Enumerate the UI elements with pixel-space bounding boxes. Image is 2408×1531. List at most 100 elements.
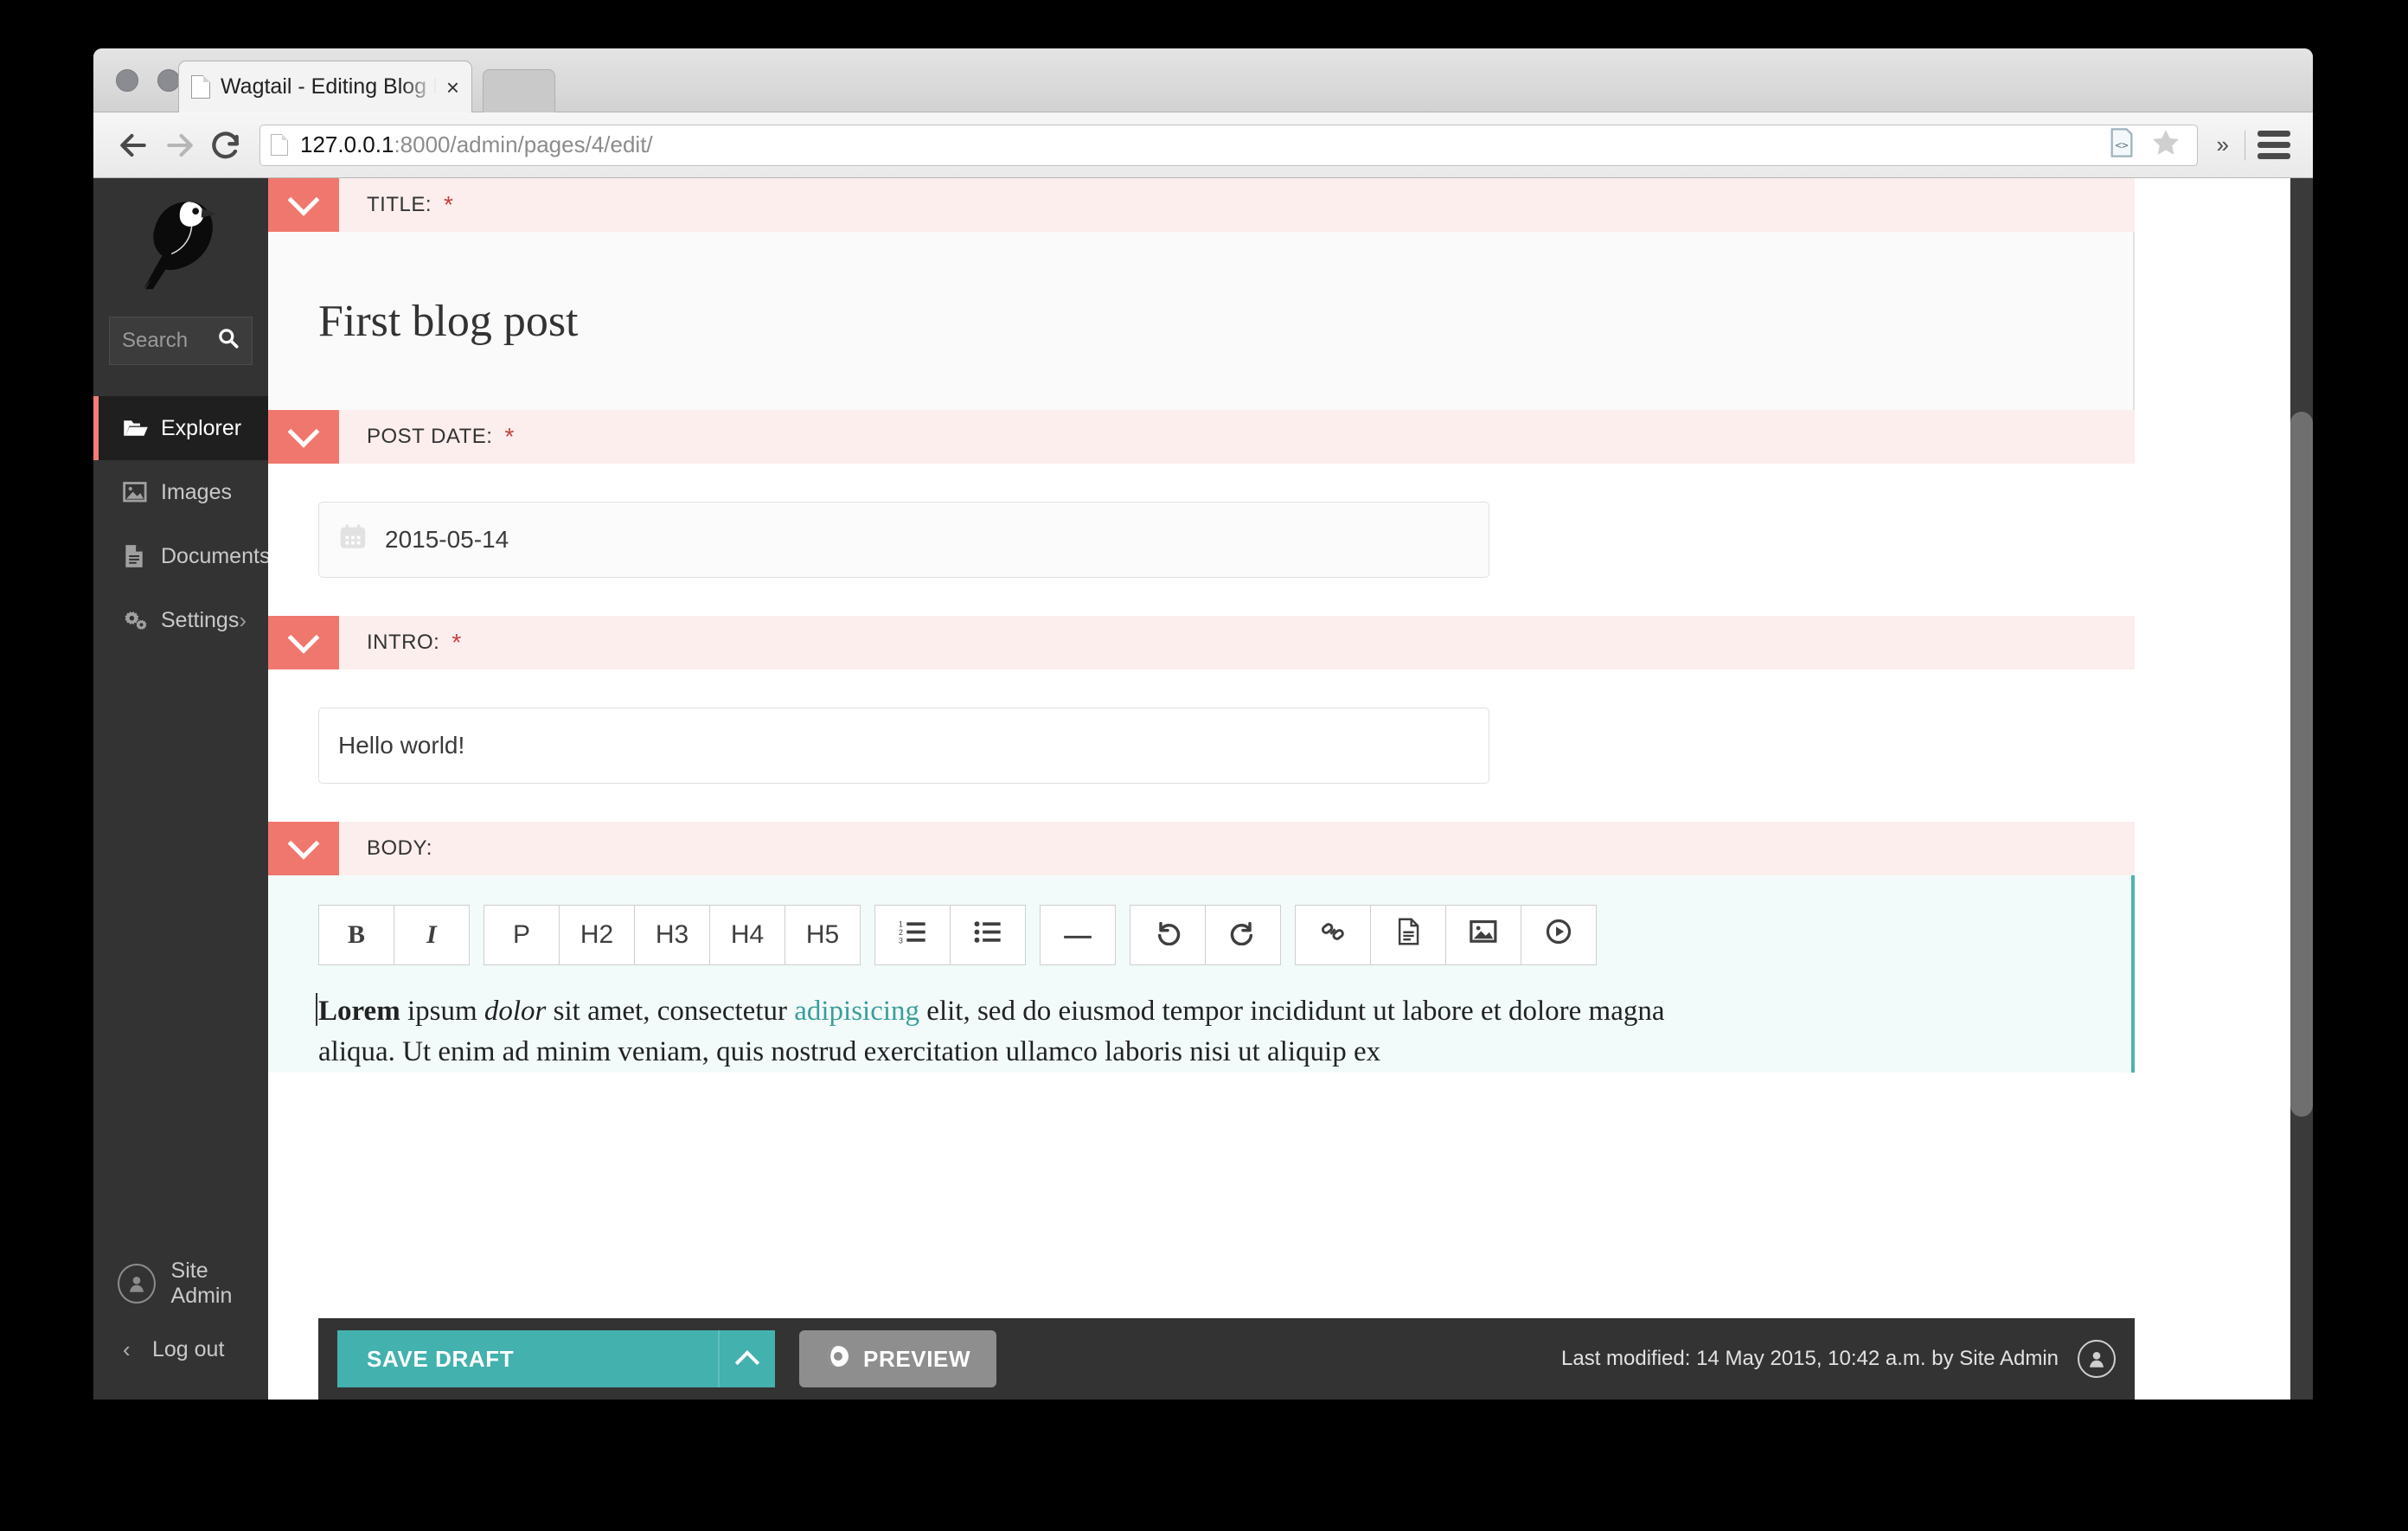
search-input[interactable] — [122, 329, 212, 353]
collapse-toggle-body[interactable] — [268, 822, 339, 875]
body-rich-text-content[interactable]: Lorem ipsum dolor sit amet, consectetur … — [316, 991, 1668, 1073]
collapse-toggle-intro[interactable] — [268, 616, 339, 669]
wagtail-bird-logo[interactable] — [93, 178, 268, 317]
eye-icon — [825, 1343, 851, 1375]
sidebar-item-explorer[interactable]: Explorer — [93, 396, 268, 460]
preview-button[interactable]: PREVIEW — [799, 1330, 997, 1387]
rich-text-editor: B I P H2 H3 H4 H5 1 — [268, 875, 2313, 1073]
avatar — [118, 1264, 156, 1304]
svg-text:1: 1 — [899, 920, 903, 929]
heading-2-button[interactable]: H2 — [559, 905, 635, 965]
document-icon — [1396, 918, 1420, 952]
insert-image-button[interactable] — [1445, 905, 1521, 965]
editor-focus-accent — [2131, 875, 2135, 1073]
bold-button[interactable]: B — [318, 905, 394, 965]
embed-media-icon — [1545, 918, 1572, 952]
page-scrollbar[interactable] — [2290, 178, 2313, 1400]
paragraph-button[interactable]: P — [484, 905, 560, 965]
collapse-toggle-post-date[interactable] — [268, 410, 339, 464]
chevron-down-icon — [287, 621, 320, 654]
search-icon[interactable] — [217, 327, 240, 356]
italic-button[interactable]: I — [394, 905, 470, 965]
tab-title: Wagtail - Editing Blog Page — [221, 74, 441, 99]
unordered-list-icon — [974, 919, 1002, 951]
calendar-icon — [338, 522, 368, 558]
url-bar[interactable]: 127.0.0.1:8000/admin/pages/4/edit/ <> — [259, 124, 2198, 166]
ordered-list-button[interactable]: 1 2 3 — [874, 905, 951, 965]
sidebar-item-settings[interactable]: Settings › — [93, 588, 268, 652]
menu-hamburger-icon[interactable] — [2254, 131, 2294, 159]
close-window-button[interactable] — [116, 69, 138, 92]
section-label-text: TITLE: — [367, 193, 432, 216]
site-favicon-icon — [271, 134, 288, 156]
page-favicon-icon — [191, 75, 210, 99]
field-divider — [2133, 232, 2135, 410]
last-modified-text: Last modified: 14 May 2015, 10:42 a.m. b… — [1561, 1347, 2059, 1370]
url-text: 127.0.0.1:8000/admin/pages/4/edit/ — [300, 131, 653, 158]
section-label: TITLE: * — [339, 178, 453, 232]
form-action-bar: SAVE DRAFT PREVIEW — [318, 1318, 2135, 1400]
admin-sidebar: Explorer Images — [93, 178, 270, 1400]
sidebar-item-logout[interactable]: ‹ Log out — [93, 1318, 268, 1380]
post-date-field-row: 2015-05-14 — [268, 464, 2313, 616]
forward-button[interactable] — [159, 125, 201, 166]
section-header-post-date: POST DATE: * — [268, 410, 2313, 464]
intro-input[interactable]: Hello world! — [318, 708, 1489, 784]
bookmark-star-icon[interactable] — [2149, 126, 2183, 163]
collapse-toggle-title[interactable] — [268, 178, 339, 232]
heading-3-button[interactable]: H3 — [634, 905, 710, 965]
sidebar-search[interactable] — [109, 317, 253, 365]
view-source-icon[interactable]: <> — [2107, 126, 2136, 163]
section-label: BODY: — [339, 822, 432, 875]
close-tab-icon[interactable]: × — [445, 74, 459, 100]
sidebar-nav: Explorer Images — [93, 396, 270, 652]
sidebar-item-label: Log out — [152, 1336, 225, 1361]
insert-embed-button[interactable] — [1521, 905, 1597, 965]
insert-document-button[interactable] — [1370, 905, 1446, 965]
heading-5-button[interactable]: H5 — [785, 905, 861, 965]
avatar[interactable] — [2078, 1340, 2116, 1378]
url-path: :8000/admin/pages/4/edit/ — [394, 131, 653, 157]
body-text-b: sit amet, consectetur — [546, 996, 795, 1027]
chevron-up-icon — [734, 1350, 760, 1375]
toolbar-group-inline: B I — [318, 905, 470, 965]
horizontal-rule-button[interactable] — [1040, 905, 1116, 965]
reload-button[interactable] — [206, 125, 247, 166]
scrollbar-thumb[interactable] — [2290, 412, 2313, 1117]
toolbar-group-lists: 1 2 3 — [874, 905, 1026, 965]
link-button[interactable] — [1295, 905, 1371, 965]
svg-text:2: 2 — [899, 928, 903, 937]
section-label: INTRO: * — [339, 616, 462, 669]
ordered-list-icon: 1 2 3 — [899, 919, 926, 951]
section-header-body: BODY: — [268, 822, 2313, 875]
browser-tab[interactable]: Wagtail - Editing Blog Page × — [178, 61, 472, 112]
redo-button[interactable] — [1205, 905, 1281, 965]
post-date-value: 2015-05-14 — [385, 526, 509, 553]
svg-text:<>: <> — [2115, 139, 2129, 152]
unordered-list-button[interactable] — [950, 905, 1026, 965]
body-link[interactable]: adipisicing — [794, 996, 920, 1027]
undo-button[interactable] — [1130, 905, 1206, 965]
body-text-a: ipsum — [400, 996, 484, 1027]
edit-page-form: TITLE: * First blog post POST DATE: * — [268, 178, 2313, 1400]
new-tab-button[interactable] — [483, 69, 555, 112]
browser-address-bar: 127.0.0.1:8000/admin/pages/4/edit/ <> » — [93, 112, 2313, 178]
save-draft-button[interactable]: SAVE DRAFT — [337, 1330, 718, 1387]
link-icon — [1319, 918, 1347, 952]
overflow-chevrons-icon[interactable]: » — [2216, 131, 2229, 157]
gears-icon — [123, 608, 161, 632]
required-indicator: * — [504, 423, 515, 450]
sidebar-account-item[interactable]: Site Admin — [93, 1249, 268, 1318]
heading-4-button[interactable]: H4 — [709, 905, 785, 965]
back-button[interactable] — [112, 125, 154, 166]
page-viewport: Explorer Images — [93, 178, 2313, 1400]
minimize-window-button[interactable] — [157, 69, 180, 92]
save-draft-dropdown-toggle[interactable] — [718, 1330, 775, 1387]
chevron-down-icon — [287, 183, 320, 216]
sidebar-item-images[interactable]: Images — [93, 460, 268, 524]
post-date-input[interactable]: 2015-05-14 — [318, 502, 1489, 578]
save-draft-group: SAVE DRAFT — [337, 1330, 775, 1387]
sidebar-item-documents[interactable]: Documents — [93, 524, 270, 588]
redo-icon — [1229, 918, 1257, 952]
title-input[interactable]: First blog post — [318, 296, 579, 346]
